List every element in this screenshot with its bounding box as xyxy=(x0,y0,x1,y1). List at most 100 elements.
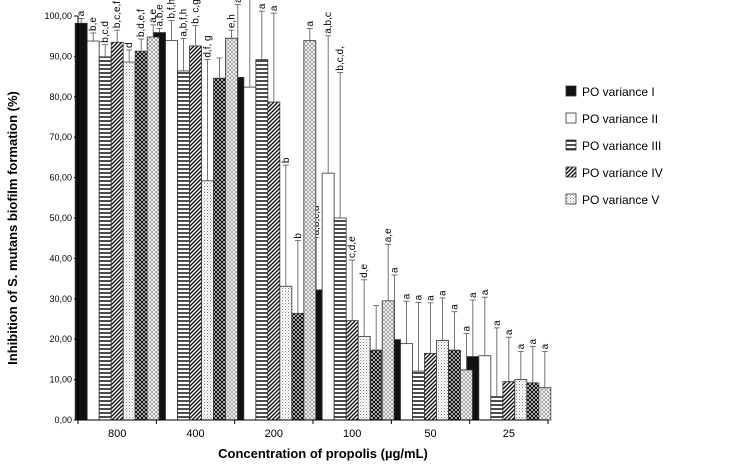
bar-s5-100 xyxy=(357,335,371,421)
significance-label: a,b,e xyxy=(155,4,166,27)
bar-s7-50 xyxy=(460,369,473,421)
bar-s4-800 xyxy=(110,41,124,421)
significance-label: d,e xyxy=(359,263,370,277)
significance-label: a xyxy=(402,293,413,299)
significance-label: c,d,e xyxy=(347,236,358,258)
bar-s6-100 xyxy=(369,349,383,421)
bar-s2-800 xyxy=(86,40,100,421)
y-tick-label: 0,00 xyxy=(54,415,72,425)
significance-label: b,e xyxy=(88,17,99,31)
significance-label: a xyxy=(390,267,401,273)
bar-s4-400 xyxy=(189,45,202,421)
significance-label: a xyxy=(504,329,515,335)
significance-label: b xyxy=(293,233,304,239)
significance-label: d xyxy=(124,42,135,48)
axes: 0,00 10,00 20,00 30,00 40,00 50,00 60,00 70,00 8… xyxy=(5,11,549,461)
bar-s4-100 xyxy=(345,320,359,421)
significance-label: a xyxy=(257,3,268,9)
significance-label: a,b,c,d xyxy=(311,205,322,235)
significance-label: a,e xyxy=(148,9,159,23)
y-tick-label: 20,00 xyxy=(49,334,72,344)
bar-s3-100 xyxy=(333,217,347,421)
bar-s5-200 xyxy=(279,285,293,421)
y-tick-label: 50,00 xyxy=(49,213,72,223)
significance-label: a,b,f,h xyxy=(179,9,190,37)
significance-label: b,c,d xyxy=(100,21,111,43)
bar-s2-50 xyxy=(400,343,413,421)
significance-label: a xyxy=(426,295,437,301)
bar-s7-200 xyxy=(303,40,317,421)
significance-label: a xyxy=(540,343,551,349)
bar-s6-50 xyxy=(448,349,461,421)
legend-label-s1: PO variance I xyxy=(582,85,655,99)
legend-swatch-s2 xyxy=(565,112,577,124)
x-tick-label: 100 xyxy=(343,428,361,440)
significance-label: a xyxy=(468,292,479,298)
x-tick-label: 50 xyxy=(424,428,436,440)
legend-swatch-s3 xyxy=(565,139,577,151)
bar-s5-800 xyxy=(122,61,136,421)
significance-label: b,c,d, xyxy=(335,46,346,70)
significance-label: b,f,h xyxy=(167,0,178,18)
bar-s6-25 xyxy=(526,382,540,421)
significance-label: b,c,e,f xyxy=(112,1,123,28)
y-tick-label: 40,00 xyxy=(49,253,72,263)
significance-label: a xyxy=(516,343,527,349)
bar-s6-200 xyxy=(291,312,305,421)
bar-s6-800 xyxy=(134,50,148,421)
legend-label-s3: PO variance III xyxy=(582,139,661,153)
plot-area: aa,b,eaa,b,c,daab,eb,f,haa,b,caab,c,da,b… xyxy=(74,0,552,421)
significance-label: a xyxy=(528,338,539,344)
bar-s2-400 xyxy=(165,40,178,421)
significance-label: d,f, g xyxy=(203,35,214,57)
significance-label: a xyxy=(462,326,473,332)
significance-label: e,h xyxy=(227,14,238,28)
bar-s7-100 xyxy=(381,300,395,421)
y-tick-label: 80,00 xyxy=(49,92,72,102)
bar-s2-25 xyxy=(478,355,492,421)
bar-s2-200 xyxy=(243,86,257,421)
significance-label: a,b,c xyxy=(323,12,334,34)
legend-swatch-s4 xyxy=(565,166,577,178)
significance-label: a xyxy=(269,5,280,11)
significance-label: b xyxy=(281,157,292,163)
significance-label: a xyxy=(480,289,491,295)
y-tick-label: 70,00 xyxy=(49,132,72,142)
bar-s5-25 xyxy=(514,379,528,421)
y-tick-label: 90,00 xyxy=(49,51,72,61)
significance-label: a xyxy=(233,0,244,3)
bar-s3-800 xyxy=(98,56,112,421)
y-tick-label: 10,00 xyxy=(49,375,72,385)
x-tick-label: 200 xyxy=(265,428,283,440)
significance-label: a xyxy=(438,290,449,296)
legend-label-s2: PO variance II xyxy=(582,112,658,126)
significance-label: b,d,e,f xyxy=(136,9,147,37)
significance-label: a xyxy=(305,21,316,27)
bar-s7-25 xyxy=(538,387,552,421)
significance-label: b, c,g xyxy=(191,0,202,24)
legend: PO variance I PO variance II PO variance I… xyxy=(565,85,663,207)
y-tick-label: 30,00 xyxy=(49,294,72,304)
legend-label-s4: PO variance IV xyxy=(582,166,663,180)
bar-s4-50 xyxy=(424,352,437,421)
significance-label: a,e xyxy=(383,228,394,242)
bar-s2-100 xyxy=(321,172,335,421)
legend-label-s5: PO variance V xyxy=(582,193,659,207)
x-tick-label: 25 xyxy=(503,428,515,440)
bar-s3-200 xyxy=(255,59,269,421)
y-axis-title: Inhibition of S. mutans biofilm formatio… xyxy=(5,91,20,365)
significance-label: a xyxy=(450,304,461,310)
bar-s4-200 xyxy=(267,101,281,421)
bar-s5-50 xyxy=(436,340,449,421)
bar-s3-50 xyxy=(412,370,425,421)
bar-s1-800 xyxy=(74,22,88,421)
significance-label: a xyxy=(414,294,425,300)
significance-label: a xyxy=(76,10,87,16)
bar-s4-25 xyxy=(502,381,516,421)
x-axis-title: Concentration of propolis (µg/mL) xyxy=(218,446,428,461)
x-tick-label: 800 xyxy=(108,428,126,440)
bar-s3-25 xyxy=(490,396,504,421)
legend-swatch-s1 xyxy=(565,85,577,97)
y-tick-label: 60,00 xyxy=(49,173,72,183)
x-tick-label: 400 xyxy=(186,428,204,440)
